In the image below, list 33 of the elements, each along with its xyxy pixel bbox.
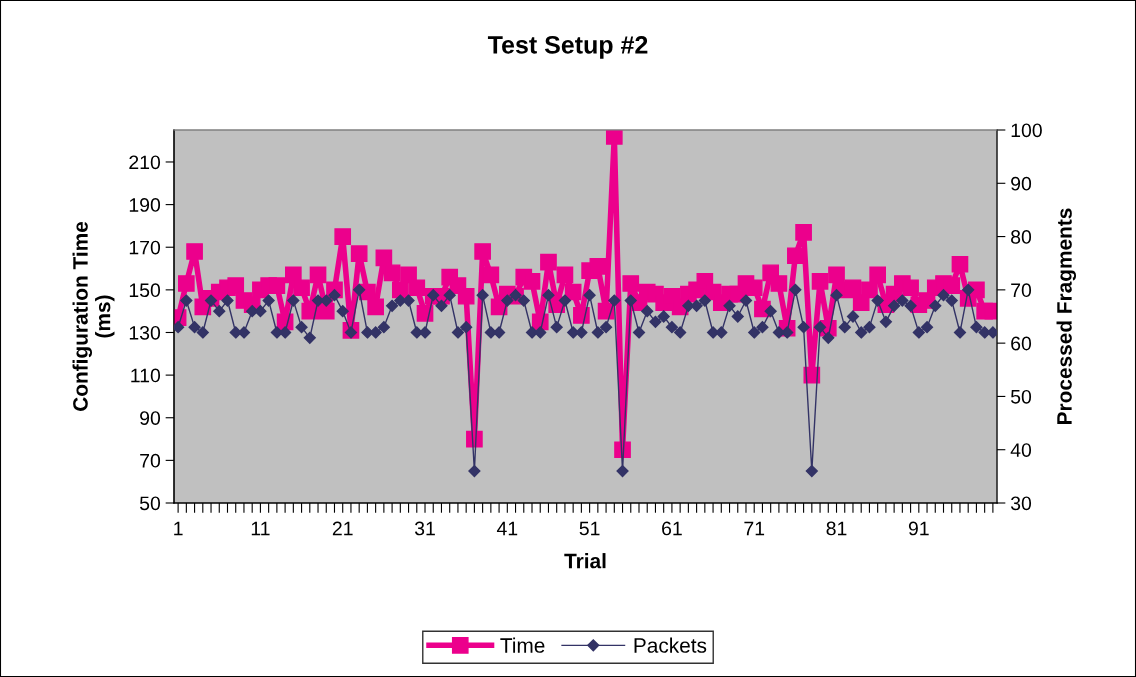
- x-tick-label: 41: [496, 521, 518, 536]
- x-tick-label: 11: [251, 521, 270, 536]
- x-tick-label: 81: [826, 521, 847, 536]
- y2-tick-label: 100: [1011, 123, 1042, 138]
- y-tick-label: 190: [129, 198, 161, 212]
- x-tick-label: 1: [174, 521, 183, 536]
- y-tick-label: 90: [140, 411, 161, 425]
- x-tick-label: 51: [579, 521, 600, 536]
- x-tick-label: 21: [332, 521, 353, 536]
- x-axis-title: Trial: [564, 553, 606, 569]
- y2-tick-label: 70: [1011, 283, 1032, 298]
- x-tick-label: 31: [414, 521, 435, 536]
- y-tick-label: 170: [129, 240, 161, 255]
- y-tick-label: 110: [131, 368, 161, 383]
- y-tick-label: 210: [129, 155, 161, 170]
- y-tick-label: 150: [129, 283, 161, 298]
- y2-axis-title: Processed Fragments: [1056, 208, 1077, 424]
- y2-tick-label: 50: [1010, 389, 1032, 404]
- chart-title: Test Setup #2: [487, 36, 648, 59]
- y2-tick-label: 30: [1010, 496, 1032, 511]
- y2-tick-label: 80: [1011, 230, 1032, 244]
- x-tick-label: 71: [744, 521, 765, 536]
- legend-label: Packets: [634, 637, 707, 653]
- x-tick-label: 91: [908, 521, 929, 536]
- y-axis-title: Configuration Time (ms): [72, 221, 115, 411]
- y2-tick-label: 40: [1010, 443, 1032, 457]
- y2-tick-label: 60: [1011, 336, 1032, 351]
- y-tick-label: 70: [140, 453, 161, 468]
- y-tick-label: 50: [139, 496, 161, 511]
- legend-label: Time: [500, 637, 545, 653]
- y2-tick-label: 90: [1011, 176, 1032, 191]
- x-tick-label: 61: [662, 521, 682, 536]
- y-tick-label: 130: [129, 325, 161, 340]
